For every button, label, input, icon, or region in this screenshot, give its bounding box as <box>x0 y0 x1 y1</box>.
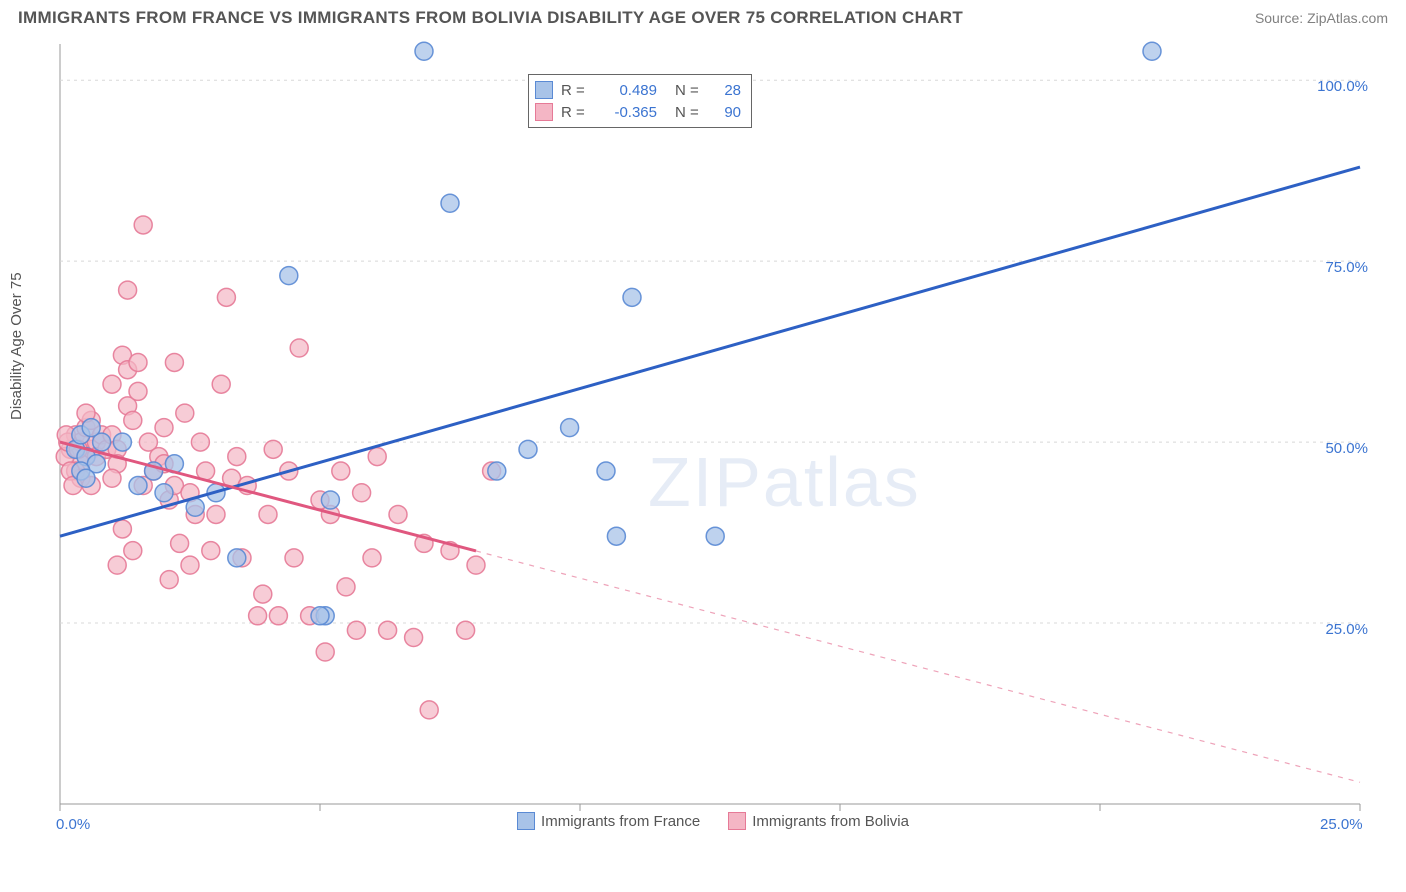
legend-n-value: 28 <box>711 82 741 99</box>
y-tick-label: 75.0% <box>1325 259 1368 276</box>
legend-r-value: 0.489 <box>597 82 657 99</box>
legend-swatch <box>535 103 553 121</box>
scatter-svg <box>48 32 1378 832</box>
legend-r-label: R = <box>561 104 589 121</box>
legend-r-label: R = <box>561 82 589 99</box>
legend-r-value: -0.365 <box>597 104 657 121</box>
x-tick-label: 25.0% <box>1320 816 1363 833</box>
legend-n-label: N = <box>675 82 703 99</box>
plot-area: ZIPatlas R =0.489N =28R =-0.365N =90 Imm… <box>48 32 1378 832</box>
x-tick-label: 0.0% <box>56 816 90 833</box>
y-tick-label: 25.0% <box>1325 621 1368 638</box>
legend-item: Immigrants from Bolivia <box>728 812 909 830</box>
legend-item: Immigrants from France <box>517 812 700 830</box>
series-legend: Immigrants from France Immigrants from Bo… <box>48 812 1378 830</box>
legend-n-label: N = <box>675 104 703 121</box>
legend-row: R = 0.489 N = 28 <box>535 79 741 101</box>
legend-n-value: 90 <box>711 104 741 121</box>
y-axis-label: Disability Age Over 75 <box>8 272 25 420</box>
legend-swatch <box>517 812 535 830</box>
chart-title: IMMIGRANTS FROM FRANCE VS IMMIGRANTS FRO… <box>18 8 963 28</box>
correlation-legend: R = 0.489 N = 28 R = -0.365 N = 90 <box>528 74 752 128</box>
legend-label: Immigrants from Bolivia <box>752 813 909 830</box>
legend-row: R = -0.365 N = 90 <box>535 101 741 123</box>
y-tick-label: 100.0% <box>1317 78 1368 95</box>
legend-swatch <box>535 81 553 99</box>
legend-label: Immigrants from France <box>541 813 700 830</box>
legend-swatch <box>728 812 746 830</box>
y-tick-label: 50.0% <box>1325 440 1368 457</box>
source-attribution: Source: ZipAtlas.com <box>1255 10 1388 26</box>
